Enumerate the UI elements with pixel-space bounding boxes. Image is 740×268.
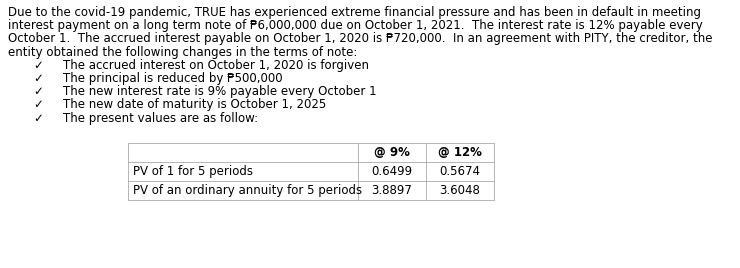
Text: 0.5674: 0.5674 [440, 165, 480, 178]
Text: The accrued interest on October 1, 2020 is forgiven: The accrued interest on October 1, 2020 … [63, 59, 369, 72]
Text: October 1.  The accrued interest payable on October 1, 2020 is ₱720,000.  In an : October 1. The accrued interest payable … [8, 32, 713, 45]
Text: ✓: ✓ [33, 85, 43, 98]
Text: interest payment on a long term note of ₱6,000,000 due on October 1, 2021.  The : interest payment on a long term note of … [8, 19, 703, 32]
Text: 3.8897: 3.8897 [371, 184, 412, 197]
Text: ✓: ✓ [33, 59, 43, 72]
Text: @ 9%: @ 9% [374, 146, 410, 159]
Text: 0.6499: 0.6499 [371, 165, 413, 178]
Text: The present values are as follow:: The present values are as follow: [63, 111, 258, 125]
Text: Due to the covid-19 pandemic, TRUE has experienced extreme financial pressure an: Due to the covid-19 pandemic, TRUE has e… [8, 6, 701, 19]
Bar [128, 143, 494, 200]
Text: The new interest rate is 9% payable every October 1: The new interest rate is 9% payable ever… [63, 85, 377, 98]
Text: PV of 1 for 5 periods: PV of 1 for 5 periods [133, 165, 253, 178]
Text: The principal is reduced by ₱500,000: The principal is reduced by ₱500,000 [63, 72, 283, 85]
Text: ✓: ✓ [33, 98, 43, 111]
Text: PV of an ordinary annuity for 5 periods: PV of an ordinary annuity for 5 periods [133, 184, 362, 197]
Text: ✓: ✓ [33, 72, 43, 85]
Text: ✓: ✓ [33, 111, 43, 125]
Text: 3.6048: 3.6048 [440, 184, 480, 197]
Text: @ 12%: @ 12% [438, 146, 482, 159]
Text: entity obtained the following changes in the terms of note:: entity obtained the following changes in… [8, 46, 357, 59]
Text: The new date of maturity is October 1, 2025: The new date of maturity is October 1, 2… [63, 98, 326, 111]
